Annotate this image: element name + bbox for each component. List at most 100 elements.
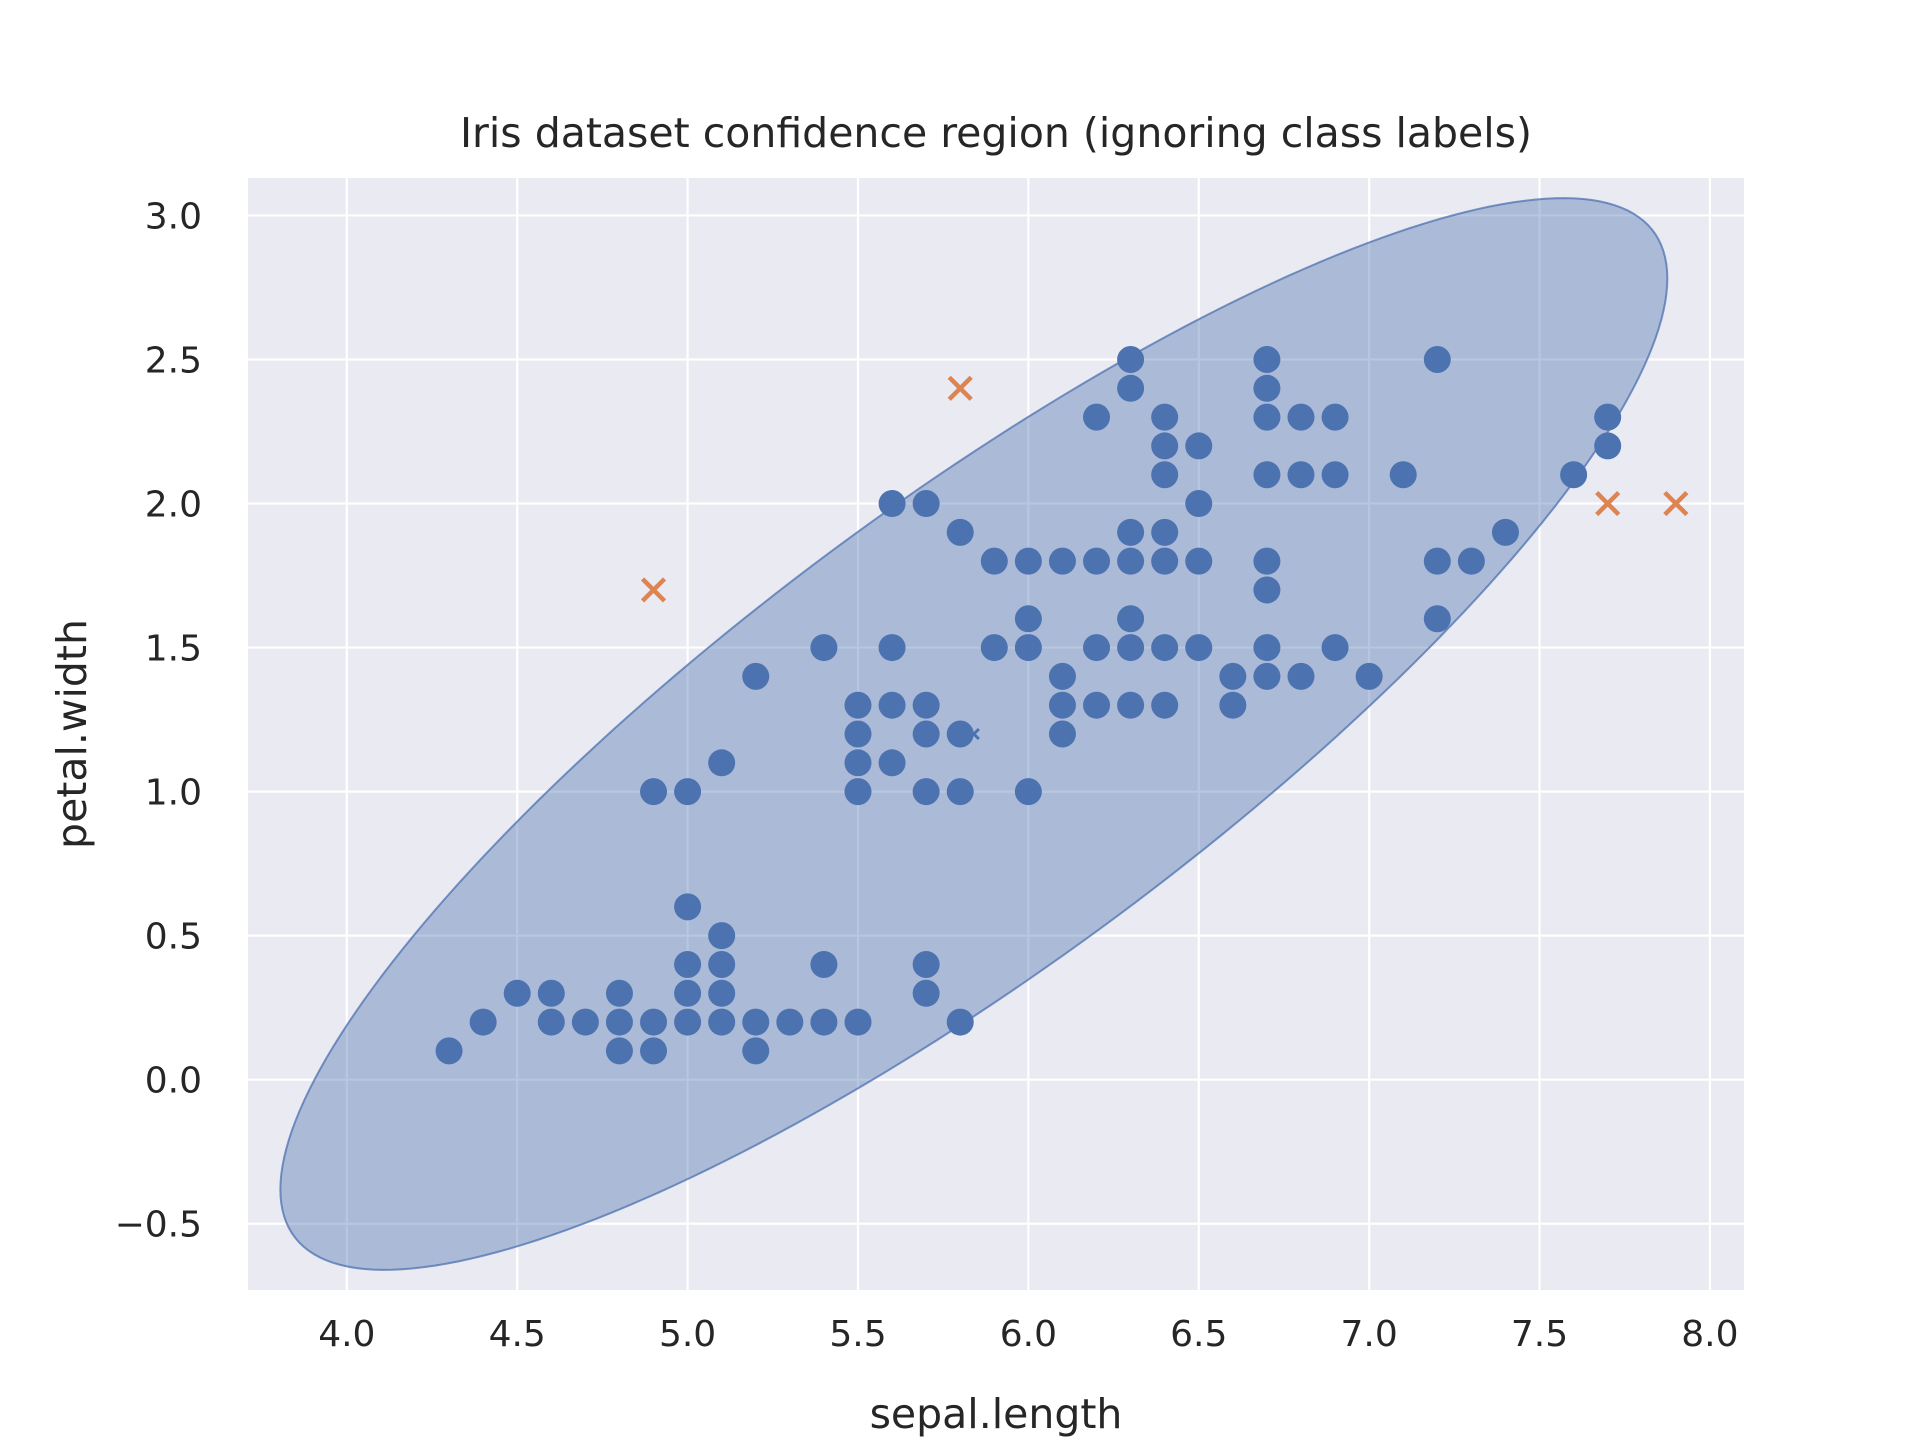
scatter-point [674, 950, 702, 978]
scatter-point [1423, 345, 1451, 373]
scatter-point [1321, 634, 1349, 662]
y-tick-label: 1.0 [145, 773, 202, 814]
x-tick-label: 6.5 [1170, 1314, 1227, 1355]
scatter-point [1594, 403, 1622, 431]
scatter-point [1185, 634, 1213, 662]
x-tick-label: 6.0 [1000, 1314, 1057, 1355]
scatter-point [1151, 547, 1179, 575]
scatter-point [1014, 778, 1042, 806]
x-tick-label: 7.0 [1341, 1314, 1398, 1355]
scatter-point [844, 1008, 872, 1036]
x-axis-label: sepal.length [870, 1390, 1123, 1438]
outlier-marker [947, 375, 973, 401]
scatter-point [1117, 374, 1145, 402]
scatter-point [1117, 345, 1145, 373]
scatter-point [605, 979, 633, 1007]
scatter-point [1117, 634, 1145, 662]
scatter-point [674, 1008, 702, 1036]
scatter-point [1117, 691, 1145, 719]
scatter-point [844, 720, 872, 748]
scatter-point [1185, 490, 1213, 518]
scatter-point [912, 778, 940, 806]
x-tick-label: 4.0 [318, 1314, 375, 1355]
scatter-point [1219, 662, 1247, 690]
scatter-point [708, 979, 736, 1007]
scatter-point [708, 922, 736, 950]
scatter-point [640, 1008, 668, 1036]
scatter-point [1014, 547, 1042, 575]
x-tick-label: 5.0 [659, 1314, 716, 1355]
scatter-point [708, 749, 736, 777]
scatter-point [980, 634, 1008, 662]
scatter-point [1151, 691, 1179, 719]
scatter-point [742, 662, 770, 690]
y-tick-label: 0.5 [145, 917, 202, 958]
scatter-point [1355, 662, 1383, 690]
scatter-point [1560, 461, 1588, 489]
scatter-point [878, 691, 906, 719]
scatter-point [1083, 547, 1111, 575]
scatter-point [605, 1037, 633, 1065]
y-tick-label: −0.5 [115, 1205, 202, 1246]
scatter-point [1253, 634, 1281, 662]
scatter-point [1014, 605, 1042, 633]
scatter-point [946, 778, 974, 806]
scatter-point [946, 1008, 974, 1036]
scatter-point [912, 950, 940, 978]
scatter-point [1457, 547, 1485, 575]
scatter-point [1048, 691, 1076, 719]
x-tick-label: 5.5 [829, 1314, 886, 1355]
scatter-point [571, 1008, 599, 1036]
scatter-point [640, 778, 668, 806]
scatter-point [1219, 691, 1247, 719]
data-points [435, 345, 1689, 1065]
center-marker [967, 727, 980, 741]
scatter-point [1423, 547, 1451, 575]
outlier-marker [1663, 490, 1689, 517]
scatter-point [1151, 403, 1179, 431]
scatter-point [742, 1008, 770, 1036]
scatter-point [912, 720, 940, 748]
scatter-point [708, 950, 736, 978]
scatter-point [844, 778, 872, 806]
scatter-point [1253, 461, 1281, 489]
y-tick-labels: −0.5 0.0 0.5 1.0 1.5 2.0 2.5 3.0 [115, 196, 202, 1245]
scatter-point [946, 518, 974, 546]
scatter-point [1151, 432, 1179, 460]
scatter-point [1253, 403, 1281, 431]
scatter-point [1423, 605, 1451, 633]
scatter-point [1083, 691, 1111, 719]
scatter-point [469, 1008, 497, 1036]
scatter-point [1151, 634, 1179, 662]
y-tick-label: 2.5 [145, 340, 202, 381]
scatter-point [1048, 662, 1076, 690]
y-axis-label: petal.width [48, 619, 96, 849]
scatter-point [844, 749, 872, 777]
scatter-point [1253, 374, 1281, 402]
scatter-point [674, 778, 702, 806]
scatter-point [1083, 403, 1111, 431]
y-tick-label: 2.0 [145, 485, 202, 526]
scatter-point [435, 1037, 463, 1065]
scatter-point [742, 1037, 770, 1065]
outlier-marker [1595, 490, 1621, 517]
scatter-point [1253, 345, 1281, 373]
y-tick-label: 3.0 [145, 196, 202, 237]
scatter-point [946, 720, 974, 748]
scatter-point [708, 1008, 736, 1036]
scatter-point [674, 979, 702, 1007]
x-tick-label: 7.5 [1511, 1314, 1568, 1355]
scatter-point [878, 749, 906, 777]
x-tick-label: 8.0 [1681, 1314, 1738, 1355]
y-tick-label: 0.0 [145, 1061, 202, 1102]
scatter-point [1151, 461, 1179, 489]
scatter-point [1151, 518, 1179, 546]
scatter-point [980, 547, 1008, 575]
chart-title: Iris dataset confidence region (ignoring… [460, 109, 1532, 157]
scatter-point [810, 950, 838, 978]
scatter-point [878, 490, 906, 518]
scatter-point [912, 979, 940, 1007]
scatter-point [1287, 662, 1315, 690]
scatter-point [912, 691, 940, 719]
